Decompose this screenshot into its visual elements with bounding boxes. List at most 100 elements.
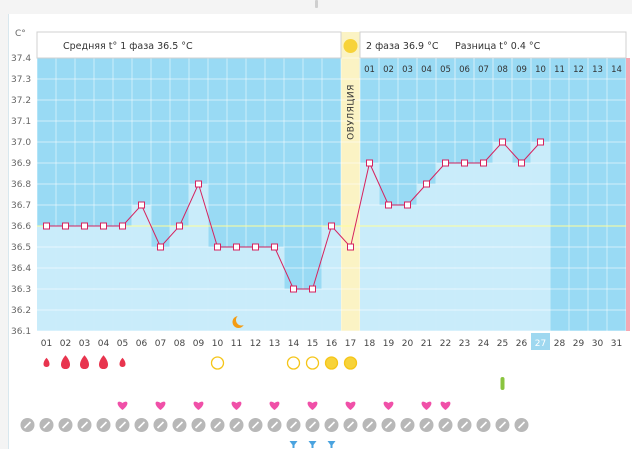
data-point-27[interactable] bbox=[537, 138, 544, 146]
x-tick-label: 08 bbox=[174, 339, 186, 349]
heart-icon[interactable] bbox=[231, 401, 242, 410]
y-tick-label: 37.1 bbox=[11, 117, 31, 127]
filled-circle-icon bbox=[343, 356, 358, 370]
x-tick-label: 12 bbox=[250, 339, 261, 349]
temperature-bar-16 bbox=[322, 226, 341, 331]
x-tick-label: 17 bbox=[345, 339, 356, 349]
heart-icon[interactable] bbox=[345, 401, 356, 410]
data-point-12[interactable] bbox=[252, 243, 259, 251]
heart-icon[interactable] bbox=[193, 401, 204, 410]
scroll-handle[interactable] bbox=[315, 0, 318, 8]
heart-icon[interactable] bbox=[155, 401, 166, 410]
phase2-day-number: 05 bbox=[440, 65, 451, 75]
phase2-day-number: 03 bbox=[402, 65, 413, 75]
data-point-13[interactable] bbox=[271, 243, 278, 251]
x-tick-label: 29 bbox=[573, 339, 585, 349]
phase2-day-number: 06 bbox=[459, 65, 470, 75]
note-pencil-stroke bbox=[232, 421, 241, 429]
data-point-26[interactable] bbox=[518, 159, 525, 167]
data-point-25[interactable] bbox=[499, 138, 506, 146]
data-point-18[interactable] bbox=[366, 159, 373, 167]
note-pencil-stroke bbox=[80, 421, 89, 429]
data-point-11[interactable] bbox=[233, 243, 240, 251]
x-tick-label: 20 bbox=[402, 339, 414, 349]
highlight-day-cell bbox=[531, 333, 550, 350]
note-pencil-stroke bbox=[517, 421, 526, 429]
note-pencil-stroke bbox=[194, 421, 203, 429]
y-tick-label: 36.4 bbox=[11, 264, 31, 274]
note-pencil-stroke bbox=[61, 421, 70, 429]
y-tick-label: 37.4 bbox=[11, 54, 31, 64]
y-tick-label: 37.2 bbox=[11, 96, 31, 106]
phase2-day-number: 12 bbox=[573, 65, 584, 75]
x-tick-label: 21 bbox=[421, 339, 432, 349]
y-tick-label: 37.0 bbox=[11, 138, 31, 148]
x-tick-label: 18 bbox=[364, 339, 376, 349]
data-point-23[interactable] bbox=[461, 159, 468, 167]
top-scroll-bar bbox=[0, 0, 632, 14]
test-strip-icon bbox=[500, 377, 505, 390]
phase2-header bbox=[359, 31, 627, 59]
data-point-15[interactable] bbox=[309, 285, 316, 293]
data-point-01[interactable] bbox=[43, 222, 50, 230]
phase2-average-label: 2 фаза 36.9 °C bbox=[366, 41, 439, 52]
heart-icon[interactable] bbox=[117, 401, 128, 410]
data-point-21[interactable] bbox=[423, 180, 430, 188]
heart-icon[interactable] bbox=[269, 401, 280, 410]
data-point-20[interactable] bbox=[404, 201, 411, 209]
x-tick-label: 14 bbox=[288, 339, 300, 349]
x-tick-label: 16 bbox=[326, 339, 338, 349]
x-tick-label: 25 bbox=[497, 339, 508, 349]
phase2-day-number: 13 bbox=[592, 65, 603, 75]
note-pencil-stroke bbox=[308, 421, 317, 429]
heart-icon[interactable] bbox=[440, 401, 451, 410]
data-point-02[interactable] bbox=[62, 222, 69, 230]
y-tick-label: 36.1 bbox=[11, 327, 31, 337]
temperature-chart: C° Средняя t° 1 фаза 36.5 °C 2 фаза 36.9… bbox=[9, 14, 632, 449]
data-point-08[interactable] bbox=[176, 222, 183, 230]
heart-icon[interactable] bbox=[307, 401, 318, 410]
blood-drop-icon bbox=[119, 357, 126, 367]
note-pencil-stroke bbox=[23, 421, 32, 429]
data-point-10[interactable] bbox=[214, 243, 221, 251]
phase2-day-number: 11 bbox=[554, 65, 565, 75]
x-tick-label: 31 bbox=[611, 339, 622, 349]
note-pencil-stroke bbox=[441, 421, 450, 429]
x-tick-label: 04 bbox=[98, 339, 110, 349]
x-tick-label: 22 bbox=[440, 339, 451, 349]
data-point-05[interactable] bbox=[119, 222, 126, 230]
phase2-day-number: 04 bbox=[421, 65, 432, 75]
data-point-19[interactable] bbox=[385, 201, 392, 209]
y-tick-label: 36.9 bbox=[11, 159, 31, 169]
temperature-bar-27 bbox=[531, 142, 550, 331]
data-point-17[interactable] bbox=[347, 243, 354, 251]
phase2-day-number: 08 bbox=[497, 65, 508, 75]
data-point-22[interactable] bbox=[442, 159, 449, 167]
phase1-average-label: Средняя t° 1 фаза 36.5 °C bbox=[63, 41, 193, 52]
note-pencil-stroke bbox=[156, 421, 165, 429]
heart-icon[interactable] bbox=[383, 401, 394, 410]
note-pencil-stroke bbox=[42, 421, 51, 429]
data-point-09[interactable] bbox=[195, 180, 202, 188]
note-pencil-stroke bbox=[251, 421, 260, 429]
x-tick-label: 26 bbox=[516, 339, 528, 349]
data-point-07[interactable] bbox=[157, 243, 164, 251]
temperature-bar-04 bbox=[94, 226, 113, 331]
phase2-day-number: 09 bbox=[516, 65, 527, 75]
data-point-04[interactable] bbox=[100, 222, 107, 230]
data-point-06[interactable] bbox=[138, 201, 145, 209]
data-point-03[interactable] bbox=[81, 222, 88, 230]
y-tick-label: 36.5 bbox=[11, 243, 31, 253]
x-tick-label: 07 bbox=[155, 339, 166, 349]
heart-icon[interactable] bbox=[421, 401, 432, 410]
data-point-16[interactable] bbox=[328, 222, 335, 230]
temperature-bar-09 bbox=[189, 184, 208, 331]
note-pencil-stroke bbox=[403, 421, 412, 429]
sun-icon bbox=[343, 39, 358, 53]
data-point-24[interactable] bbox=[480, 159, 487, 167]
right-edge-marker bbox=[626, 58, 630, 331]
y-tick-label: 36.7 bbox=[11, 201, 31, 211]
temperature-bar-02 bbox=[56, 226, 75, 331]
data-point-14[interactable] bbox=[290, 285, 297, 293]
phase2-day-number: 14 bbox=[611, 65, 622, 75]
